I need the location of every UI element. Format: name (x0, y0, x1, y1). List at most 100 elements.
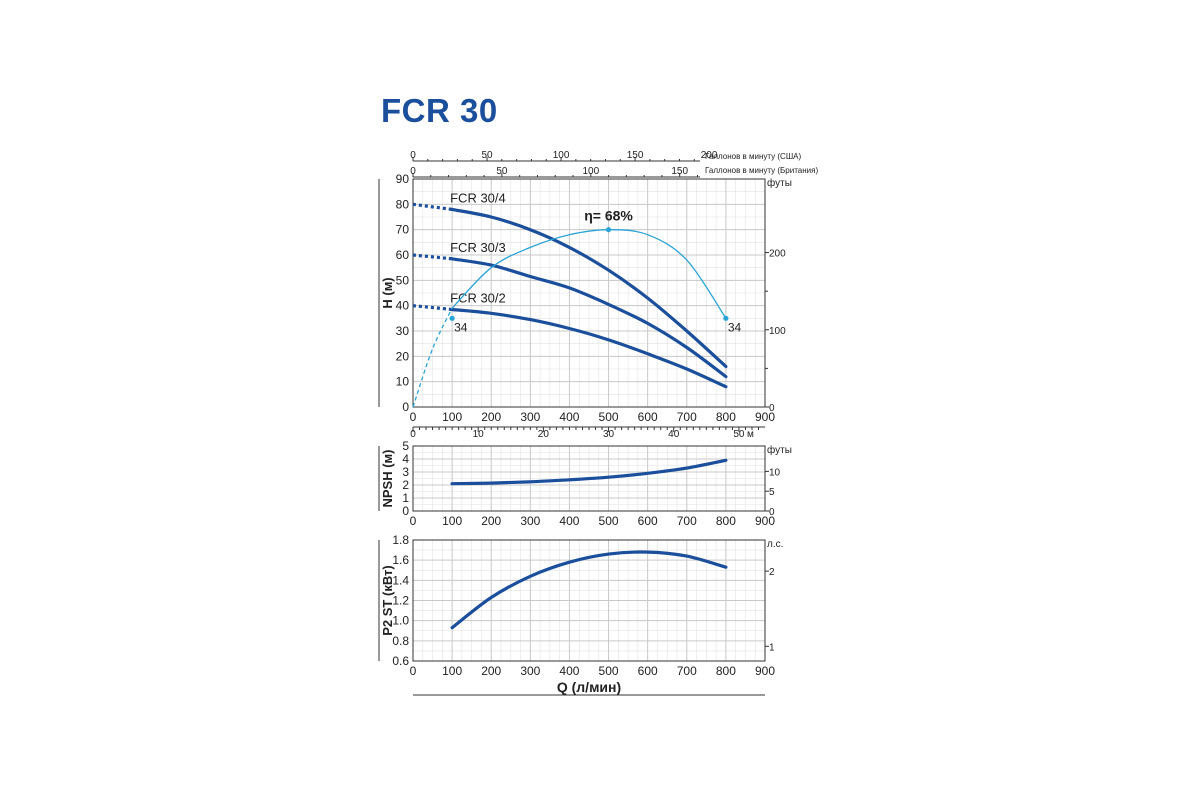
panel1-series-label-1: FCR 30/4 (450, 190, 506, 205)
panel1-x-tick-label: 300 (520, 410, 540, 424)
panel2-right-axis-unit: футы (767, 444, 792, 456)
panel1-series-extrapolated-3 (412, 304, 453, 312)
efficiency-marker-label: 34 (728, 320, 742, 334)
usa-gallon-tick-label: 0 (410, 150, 416, 161)
panel3-x-tick-label: 0 (410, 664, 417, 678)
panel1-right-axis-unit: футы (767, 177, 792, 189)
panel1-y-tick-label: 10 (396, 375, 410, 389)
panel1-series-extrapolated-2 (412, 253, 453, 261)
panel2-x-tick-label: 800 (716, 514, 736, 528)
panel2-y-tick-label: 0 (402, 504, 409, 518)
panel2-x-tick-label: 500 (599, 514, 619, 528)
panel1-series-curve-3 (450, 307, 728, 389)
panel1-x-tick-label: 700 (677, 410, 697, 424)
panel2-right-tick-label: 5 (769, 487, 775, 498)
panel3-y-tick-label: 1.0 (392, 614, 409, 628)
panel1-y-tick-label: 30 (396, 324, 410, 338)
panel3-y-tick-label: 1.8 (392, 533, 409, 547)
panel3-y-tick-label: 1.6 (392, 553, 409, 567)
panel3-y-tick-label: 1.4 (392, 573, 409, 587)
panel2-x-tick-label: 700 (677, 514, 697, 528)
usa-gallon-tick-label: 200 (701, 150, 718, 161)
panel1-x-tick-label: 800 (716, 410, 736, 424)
panel1-right-tick-label: 100 (769, 326, 786, 337)
panel3-y-tick-label: 1.2 (392, 594, 409, 608)
panel1-x-tick-label: 200 (481, 410, 501, 424)
panel3-x-tick-label: 500 (599, 664, 619, 678)
panel1-y-tick-label: 50 (396, 273, 410, 287)
panel1-x-tick-label: 0 (410, 410, 417, 424)
panel2-x-tick-label: 200 (481, 514, 501, 528)
panel3-x-tick-label: 200 (481, 664, 501, 678)
efficiency-curve (451, 229, 727, 319)
meters-tick-label: 50 (733, 429, 745, 440)
panel1-y-tick-label: 40 (396, 299, 410, 313)
panel3-x-tick-label: 300 (520, 664, 540, 678)
panel3-x-tick-label: 800 (716, 664, 736, 678)
panel1-series-label-3: FCR 30/2 (450, 290, 506, 305)
panel2-y-axis-label: NPSH (м) (380, 449, 395, 507)
panel3-x-tick-label: 400 (559, 664, 579, 678)
panel1-series-extrapolated-1 (412, 202, 453, 211)
panel3-right-axis-unit: л.с. (767, 539, 783, 550)
panel3-y-tick-label: 0.6 (392, 654, 409, 668)
efficiency-marker (605, 227, 612, 233)
uk-gallon-tick-label: 150 (671, 166, 688, 177)
panel3-x-tick-label: 600 (638, 664, 658, 678)
panel1-series-label-2: FCR 30/3 (450, 240, 506, 255)
panel3-y-tick-label: 0.8 (392, 634, 409, 648)
usa-gallon-tick-label: 50 (481, 150, 493, 161)
meters-tick-label: 40 (668, 429, 680, 440)
usa-gallon-tick-label: 100 (553, 150, 570, 161)
uk-gallon-tick-label: 100 (582, 166, 599, 177)
panel2-x-tick-label: 100 (442, 514, 462, 528)
panel3-x-tick-label: 100 (442, 664, 462, 678)
panel2-y-tick-label: 1 (402, 491, 409, 505)
panel3-x-tick-label: 900 (755, 664, 775, 678)
uk-gallon-tick-label: 0 (410, 166, 416, 177)
panel3-y-axis-label: P2 ST (кВт) (380, 565, 395, 635)
panel3-series-curve-1 (450, 550, 728, 630)
panel2-x-tick-label: 0 (410, 514, 417, 528)
panel1-y-tick-label: 70 (396, 223, 410, 237)
uk-gallon-axis-label: Галлонов в минуту (Британия) (705, 166, 818, 175)
meters-tick-label: 10 (473, 429, 485, 440)
panel1-y-tick-label: 60 (396, 248, 410, 262)
efficiency-label: η= 68% (584, 208, 633, 224)
efficiency-extrapolated (412, 307, 453, 408)
usa-gallon-tick-label: 150 (627, 150, 644, 161)
panel2-y-tick-label: 3 (402, 465, 409, 479)
panel2-x-tick-label: 300 (520, 514, 540, 528)
panel1-y-tick-label: 80 (396, 197, 410, 211)
x-axis-label: Q (л/мин) (557, 679, 621, 695)
panel2-right-tick-label: 0 (769, 507, 775, 518)
uk-gallon-tick-label: 50 (496, 166, 508, 177)
meters-axis-unit: м (747, 429, 754, 440)
panel1-y-tick-label: 20 (396, 349, 410, 363)
panel1-y-axis-label: H (м) (380, 277, 395, 308)
panel2-x-tick-label: 600 (638, 514, 658, 528)
panel2-y-tick-label: 5 (402, 439, 409, 453)
meters-tick-label: 30 (603, 429, 615, 440)
efficiency-marker (449, 315, 455, 321)
panel3-right-tick-label: 2 (769, 567, 775, 578)
panel1-x-tick-label: 500 (599, 410, 619, 424)
panel1-x-tick-label: 900 (755, 410, 775, 424)
panel2-x-tick-label: 900 (755, 514, 775, 528)
efficiency-marker (723, 315, 729, 321)
panel1-x-tick-label: 400 (559, 410, 579, 424)
panel2-y-tick-label: 4 (402, 452, 409, 466)
panel2-right-tick-label: 10 (769, 467, 781, 478)
efficiency-marker-label: 34 (454, 320, 468, 334)
panel2-y-tick-label: 2 (402, 478, 409, 492)
panel1-right-tick-label: 0 (769, 403, 775, 414)
meters-tick-label: 20 (538, 429, 550, 440)
panel1-x-tick-label: 100 (442, 410, 462, 424)
page-title: FCR 30 (381, 92, 498, 129)
panel3-right-tick-label: 1 (769, 642, 775, 653)
panel2-x-tick-label: 400 (559, 514, 579, 528)
panel1-x-tick-label: 600 (638, 410, 658, 424)
panel1-y-tick-label: 90 (396, 172, 410, 186)
panel3-x-tick-label: 700 (677, 664, 697, 678)
